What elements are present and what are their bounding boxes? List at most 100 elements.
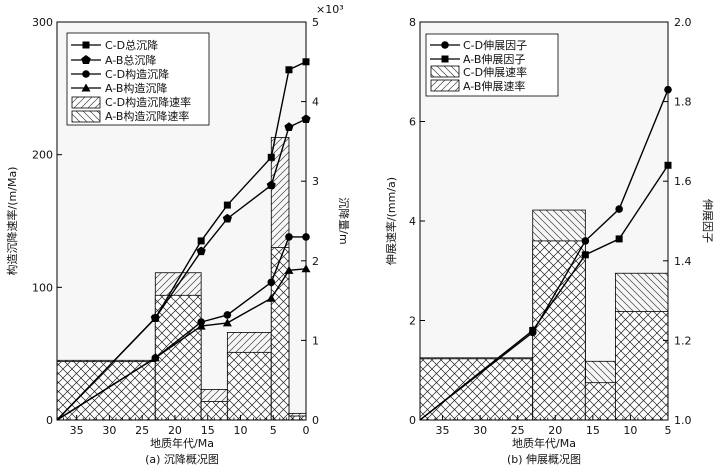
series-point-1	[223, 201, 231, 209]
legend-cd-ext-rate-swatch	[430, 65, 460, 78]
y2-tick-label: 2.0	[674, 16, 692, 29]
legend-item-cd-total: C-D总沉降	[105, 38, 158, 52]
series-point-3	[267, 278, 276, 287]
legend-item-cd-rate: C-D构造沉降速率	[105, 95, 191, 109]
y2-tick-label: 2	[312, 255, 319, 268]
x-tick-label: 20	[168, 424, 182, 437]
series-point-3	[302, 233, 310, 241]
series-point-2	[615, 235, 623, 243]
series-point-2	[222, 213, 232, 223]
bar-ab-rate	[226, 351, 272, 421]
y2-tick-label: 4	[312, 96, 319, 109]
y-tick-label: 100	[32, 281, 53, 294]
x-tick-label: 20	[548, 424, 562, 437]
legend-circle-marker	[82, 70, 90, 78]
y2-tick-label: 1.2	[674, 334, 692, 347]
series-point-3	[223, 311, 232, 319]
x-tick-label: 15	[586, 424, 600, 437]
y2-tick-label: 3	[312, 175, 319, 188]
y2-tick-label: 5	[312, 16, 319, 29]
series-point-2	[301, 114, 311, 123]
y-tick-label: 8	[409, 16, 416, 29]
chart-a-y2-multiplier: ×10³	[316, 3, 344, 16]
x-tick-label: 30	[473, 424, 487, 437]
x-tick-label: 5	[665, 424, 672, 437]
legend-square-marker-b	[441, 55, 449, 63]
series-point-2	[196, 246, 206, 256]
bar-ab-rate	[614, 311, 669, 421]
y-tick-label: 2	[409, 315, 416, 328]
x-tick-label: 5	[270, 424, 277, 437]
x-tick-label: 15	[201, 424, 215, 437]
x-tick-label: 35	[436, 424, 450, 437]
y2-tick-label: 1.0	[674, 414, 692, 427]
series-point-1	[581, 237, 590, 245]
chart-b-ylabel: 伸展速率/(mm/a)	[384, 177, 398, 265]
series-point-2	[150, 313, 160, 322]
series-point-1	[664, 85, 672, 94]
legend-circle-marker-b	[441, 41, 449, 49]
legend-item-cd-factor: C-D伸展因子	[463, 39, 527, 52]
legend-ab-rate-swatch	[71, 110, 101, 123]
x-tick-label: 10	[623, 424, 637, 437]
bar-ab-rate	[532, 240, 586, 421]
series-point-2	[581, 251, 589, 259]
x-tick-label: 0	[303, 424, 310, 437]
series-point-2	[284, 122, 294, 131]
legend-item-ab-rate: A-B构造沉降速率	[105, 109, 189, 123]
legend-item-cd-tectonic: C-D构造沉降	[105, 67, 169, 81]
legend-ab-ext-rate-swatch	[430, 79, 460, 92]
series-point-4	[150, 353, 160, 362]
chart-b-xlabel: 地质年代/Ma	[512, 436, 576, 450]
chart-b: 35 30 25 20 15 10 5 0 2 4 6 8 1.0 1.2 1.4 1.6 1.8 2.0 地…	[384, 16, 714, 466]
bar-ab-rate	[154, 294, 202, 421]
legend-item-ab-factor: A-B伸展因子	[463, 53, 525, 66]
legend-item-ab-ext-rate: A-B伸展速率	[463, 79, 525, 93]
series-point-1	[267, 153, 275, 161]
series-point-3	[285, 233, 293, 241]
chart-a-ylabel: 构造沉降速率/(m/Ma)	[5, 167, 19, 276]
chart-a-y2label: 沉降量/m	[337, 197, 351, 244]
legend-triangle-marker	[81, 83, 91, 92]
chart-a-legend: C-D总沉降 A-B总沉降 C-D构造沉降 A-B构造沉降 C-D构造沉降速率 …	[66, 32, 210, 126]
legend-cd-rate-swatch	[71, 96, 101, 109]
chart-a-xlabel: 地质年代/Ma	[150, 436, 214, 450]
x-tick-label: 10	[233, 424, 247, 437]
chart-b-title: (b) 伸展概况图	[507, 453, 581, 466]
legend-pentagon-marker	[81, 55, 91, 64]
series-point-2	[664, 161, 672, 169]
series-point-2	[266, 180, 276, 190]
legend-item-ab-total: A-B总沉降	[105, 53, 156, 67]
series-point-1	[302, 58, 310, 66]
y-tick-label: 300	[32, 16, 53, 29]
series-point-1	[615, 205, 623, 213]
bar-ab-rate	[419, 358, 534, 421]
y-tick-label: 0	[46, 414, 53, 427]
bar-ab-rate	[288, 415, 307, 421]
y2-tick-label: 1.6	[674, 175, 692, 188]
bar-ab-rate	[200, 401, 228, 421]
y2-tick-label: 1	[312, 334, 319, 347]
x-tick-label: 25	[511, 424, 525, 437]
series-point-4	[222, 318, 232, 327]
x-tick-label: 30	[102, 424, 116, 437]
chart-a-title: (a) 沉降概况图	[145, 452, 219, 466]
series-point-2	[529, 326, 537, 334]
series-point-4	[266, 293, 276, 302]
legend-square-marker	[82, 41, 90, 49]
y-tick-label: 4	[409, 215, 416, 228]
y-tick-label: 200	[32, 149, 53, 162]
bar-ab-rate	[584, 382, 616, 421]
legend-item-cd-ext-rate: C-D伸展速率	[463, 65, 527, 79]
x-tick-label: 35	[70, 424, 84, 437]
series-point-1	[197, 237, 205, 245]
x-tick-label: 25	[135, 424, 149, 437]
chart-a: 35 30 25 20 15 10 5 0 0 100 200 300 0 1 2 3 4 5 地质年代/Ma…	[5, 3, 351, 466]
y-tick-label: 0	[409, 414, 416, 427]
y-tick-label: 6	[409, 116, 416, 129]
series-point-1	[285, 66, 293, 74]
chart-b-y2label: 伸展因子	[701, 199, 714, 243]
series-point-4	[196, 321, 206, 330]
y2-tick-label: 1.4	[674, 255, 692, 268]
